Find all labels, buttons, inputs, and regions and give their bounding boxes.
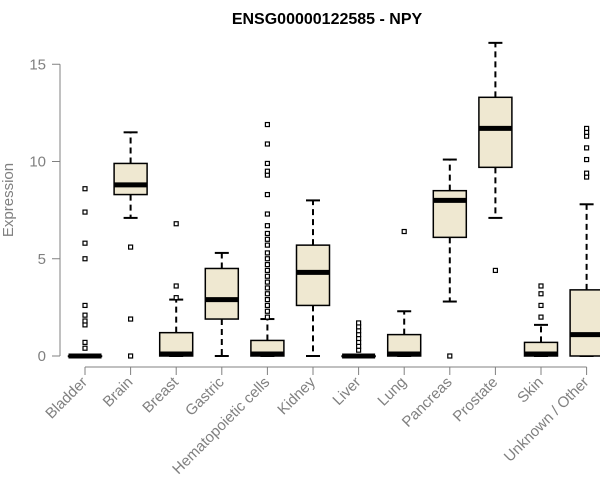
box-group	[386, 228, 422, 357]
outlier-point	[82, 312, 88, 318]
outlier-point	[492, 267, 498, 274]
outlier-point	[583, 170, 590, 176]
outlier-point	[447, 353, 453, 359]
x-tick-label: Liver	[329, 374, 364, 409]
outlier-point	[264, 302, 270, 309]
box-group	[250, 121, 285, 357]
box-iqr	[569, 289, 600, 357]
outlier-point	[264, 279, 270, 285]
outlier-point	[401, 228, 407, 235]
outlier-point	[173, 295, 179, 301]
box-group	[204, 251, 240, 357]
outlier-point	[264, 267, 270, 274]
outlier-point	[128, 316, 134, 322]
outlier-point	[82, 209, 88, 215]
x-tick-label: Lung	[374, 374, 410, 410]
chart-title: ENSG00000122585 - NPY	[232, 11, 423, 28]
box-group	[478, 41, 513, 274]
y-tick-label: 10	[29, 154, 46, 171]
outlier-point	[264, 256, 270, 262]
outlier-point	[82, 302, 88, 309]
outlier-point	[264, 141, 270, 147]
y-tick-label: 5	[38, 251, 46, 268]
outlier-point	[583, 156, 590, 163]
outlier-point	[583, 145, 590, 151]
outlier-point	[264, 250, 270, 256]
outlier-point	[264, 211, 270, 217]
y-tick-label: 15	[29, 56, 46, 73]
x-tick-label: Bladder	[42, 374, 91, 423]
x-tick-label: Breast	[139, 373, 182, 416]
y-axis-label: Expression	[0, 163, 17, 237]
box-group	[113, 131, 148, 359]
box-iqr	[113, 162, 148, 196]
outlier-point	[264, 230, 270, 237]
outlier-point	[264, 261, 270, 268]
outlier-point	[82, 256, 88, 262]
outlier-point	[264, 160, 270, 167]
outlier-point	[264, 273, 270, 279]
outlier-point	[583, 125, 590, 132]
outlier-point	[264, 223, 270, 229]
boxes-group	[67, 41, 600, 359]
outlier-point	[264, 285, 270, 291]
box-group	[158, 221, 194, 357]
outlier-point	[264, 242, 270, 248]
x-tick-label: Brain	[100, 374, 137, 411]
outlier-point	[356, 320, 362, 326]
outlier-point	[264, 291, 270, 297]
outlier-point	[264, 121, 270, 128]
box-group	[523, 283, 559, 357]
outlier-point	[538, 283, 544, 289]
outlier-point	[173, 283, 179, 289]
outlier-point	[264, 191, 270, 198]
box-group	[341, 320, 376, 359]
outlier-point	[82, 240, 88, 246]
outlier-point	[82, 339, 88, 345]
box-group	[569, 125, 600, 357]
outlier-point	[538, 291, 544, 297]
box-group	[432, 158, 468, 359]
outlier-point	[264, 314, 270, 320]
y-tick-label: 0	[38, 348, 46, 365]
outlier-point	[173, 221, 179, 227]
outlier-point	[82, 345, 88, 351]
x-tick-label: Skin	[514, 374, 547, 407]
outlier-point	[82, 318, 88, 324]
outlier-point	[82, 186, 88, 192]
outlier-point	[264, 308, 270, 314]
x-tick-label: Prostate	[450, 374, 502, 426]
outlier-point	[264, 296, 270, 303]
y-axis: 0 5 10 15	[29, 56, 61, 365]
box-group	[67, 186, 103, 359]
outlier-point	[538, 314, 544, 320]
outlier-point	[264, 236, 270, 242]
x-tick-label: Unknown / Other	[501, 374, 593, 466]
x-tick-label: Kidney	[274, 373, 319, 418]
outlier-point	[128, 244, 134, 250]
box-iqr	[295, 244, 331, 307]
box-group	[295, 199, 331, 357]
box-iqr	[204, 267, 240, 320]
outlier-point	[128, 353, 134, 359]
outlier-point	[538, 302, 544, 309]
box-iqr	[478, 96, 513, 169]
x-tick-label: Pancreas	[399, 374, 456, 431]
outlier-point	[264, 168, 270, 174]
box-iqr	[432, 189, 468, 239]
x-tick-label: Gastric	[182, 373, 228, 419]
